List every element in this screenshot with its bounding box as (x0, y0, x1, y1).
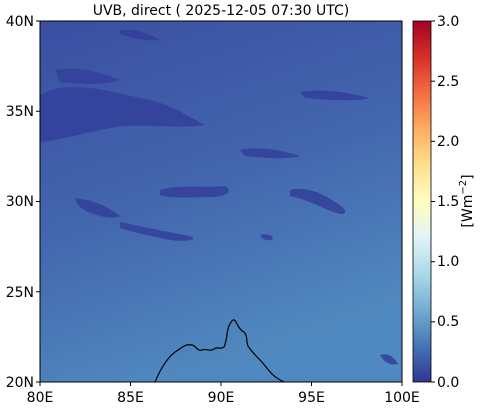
cloud-patches (40, 29, 398, 365)
x-axis: 80E 85E 90E 95E 100E (27, 382, 420, 406)
colorbar-gradient (412, 20, 432, 383)
x-tick-label: 90E (208, 390, 235, 406)
coastline (154, 319, 285, 382)
colorbar: 3.0 2.5 2.0 1.5 1.0 0.5 0.0 [Wm−2] (412, 14, 476, 391)
colorbar-tick-label: 1.5 (437, 194, 459, 210)
colorbar-tick-label: 2.5 (437, 74, 459, 90)
colorbar-tick-label: 3.0 (437, 14, 459, 30)
y-axis: 40N 35N 30N 25N 20N (6, 14, 40, 391)
colorbar-label: [Wm−2] (458, 174, 476, 227)
y-tick-label: 35N (6, 104, 34, 120)
colorbar-tick-label: 0.0 (437, 375, 459, 391)
x-tick-label: 80E (27, 390, 54, 406)
map-title: UVB, direct ( 2025-12-05 07:30 UTC) (93, 3, 350, 19)
y-tick-label: 25N (6, 285, 34, 301)
colorbar-tick-label: 2.0 (437, 134, 459, 150)
x-tick-label: 100E (384, 390, 420, 406)
colorbar-tick-label: 0.5 (437, 314, 459, 330)
colorbar-tick-label: 1.0 (437, 254, 459, 270)
x-tick-label: 95E (298, 390, 325, 406)
y-tick-label: 20N (6, 375, 34, 391)
x-tick-label: 85E (117, 390, 144, 406)
y-tick-label: 30N (6, 194, 34, 210)
y-tick-label: 40N (6, 14, 34, 30)
map-area (40, 21, 402, 382)
